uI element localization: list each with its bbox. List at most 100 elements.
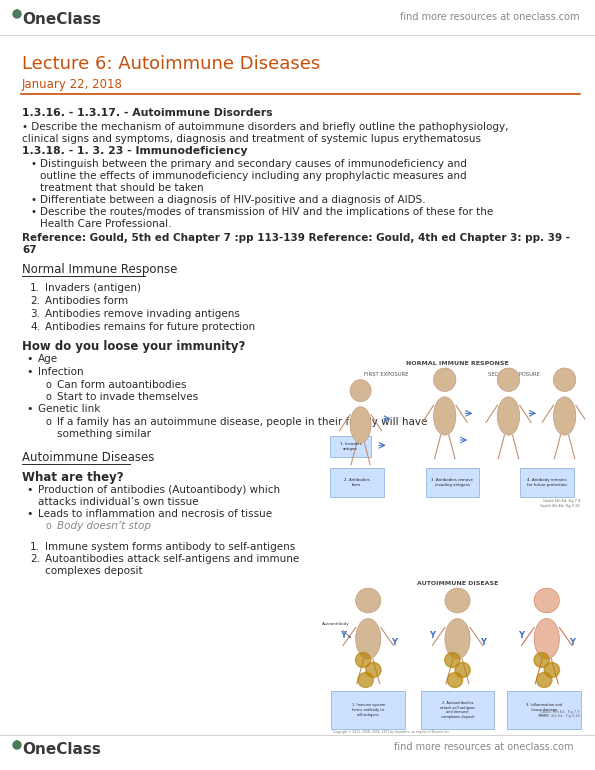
- Text: 2. Autoantibodies
attack self-antigens
and immune
complexes deposit: 2. Autoantibodies attack self-antigens a…: [440, 701, 475, 719]
- Text: Y: Y: [391, 638, 397, 647]
- Text: Normal Immune Response: Normal Immune Response: [22, 263, 177, 276]
- Text: 2.: 2.: [30, 296, 40, 306]
- Circle shape: [497, 368, 519, 391]
- Text: Y: Y: [429, 631, 435, 640]
- Text: •: •: [26, 485, 33, 495]
- Circle shape: [534, 652, 549, 668]
- Circle shape: [455, 662, 470, 678]
- Text: Antibodies remains for future protection: Antibodies remains for future protection: [45, 322, 255, 332]
- Ellipse shape: [356, 618, 381, 659]
- Text: FIRST EXPOSURE: FIRST EXPOSURE: [364, 372, 408, 377]
- Text: Autoantibodies attack self-antigens and immune: Autoantibodies attack self-antigens and …: [45, 554, 299, 564]
- Text: 3.: 3.: [30, 309, 40, 319]
- Circle shape: [13, 10, 21, 18]
- Text: 1. Invaders
antigen: 1. Invaders antigen: [340, 443, 361, 451]
- Text: Lecture 6: Autoimmune Diseases: Lecture 6: Autoimmune Diseases: [22, 55, 320, 73]
- Text: Gould, 5th Ed., Fig 7.9
Gould, 4th Ed., Fig.3.18: Gould, 5th Ed., Fig 7.9 Gould, 4th Ed., …: [538, 710, 580, 718]
- Text: Start to invade themselves: Start to invade themselves: [57, 392, 198, 402]
- Ellipse shape: [534, 618, 559, 659]
- Text: find more resources at oneclass.com: find more resources at oneclass.com: [393, 742, 573, 752]
- Text: Genetic link: Genetic link: [38, 404, 101, 414]
- Text: find more resources at oneclass.com: find more resources at oneclass.com: [400, 12, 580, 22]
- Text: 1.3.18. - 1. 3. 23 - Immunodeficiency: 1.3.18. - 1. 3. 23 - Immunodeficiency: [22, 146, 248, 156]
- Circle shape: [356, 588, 381, 613]
- Text: outline the effects of immunodeficiency including any prophylactic measures and: outline the effects of immunodeficiency …: [40, 171, 466, 181]
- Text: treatment that should be taken: treatment that should be taken: [40, 183, 203, 193]
- Text: Infection: Infection: [38, 367, 84, 377]
- Text: o: o: [45, 392, 51, 402]
- Circle shape: [434, 368, 456, 391]
- Text: 67: 67: [22, 245, 37, 255]
- Text: Antibodies form: Antibodies form: [45, 296, 128, 306]
- Text: something similar: something similar: [57, 429, 151, 439]
- Text: Distinguish between the primary and secondary causes of immunodeficiency and: Distinguish between the primary and seco…: [40, 159, 467, 169]
- Circle shape: [534, 588, 559, 613]
- Text: OneClass: OneClass: [22, 742, 101, 757]
- Ellipse shape: [434, 397, 456, 435]
- Circle shape: [553, 368, 576, 391]
- Text: Gould 5th Ed, Fig 7.9
Gould 4th Ed, Fig 3.19: Gould 5th Ed, Fig 7.9 Gould 4th Ed, Fig …: [540, 499, 580, 507]
- Circle shape: [544, 662, 559, 678]
- Text: Body doesn’t stop: Body doesn’t stop: [57, 521, 151, 531]
- Circle shape: [447, 672, 462, 688]
- Circle shape: [355, 652, 371, 668]
- FancyBboxPatch shape: [330, 436, 371, 457]
- Text: How do you loose your immunity?: How do you loose your immunity?: [22, 340, 245, 353]
- FancyBboxPatch shape: [507, 691, 581, 728]
- Text: 1.3.16. - 1.3.17. - Autoimmune Disorders: 1.3.16. - 1.3.17. - Autoimmune Disorders: [22, 108, 273, 118]
- Text: Y: Y: [569, 638, 575, 647]
- Ellipse shape: [553, 397, 576, 435]
- Ellipse shape: [497, 397, 519, 435]
- Text: •: •: [26, 509, 33, 519]
- Text: January 22, 2018: January 22, 2018: [22, 78, 123, 91]
- Text: Antibodies remove invading antigens: Antibodies remove invading antigens: [45, 309, 240, 319]
- Ellipse shape: [350, 407, 371, 443]
- FancyBboxPatch shape: [520, 468, 574, 497]
- Text: •: •: [26, 404, 33, 414]
- Text: NORMAL IMMUNE RESPONSE: NORMAL IMMUNE RESPONSE: [406, 361, 509, 367]
- Text: o: o: [45, 521, 51, 531]
- Text: Invaders (antigen): Invaders (antigen): [45, 283, 141, 293]
- Text: •: •: [30, 207, 36, 217]
- Text: Autoimmune Diseases: Autoimmune Diseases: [22, 451, 154, 464]
- Text: Can form autoantibodies: Can form autoantibodies: [57, 380, 186, 390]
- Text: attacks individual’s own tissue: attacks individual’s own tissue: [38, 497, 199, 507]
- Text: Age: Age: [38, 354, 58, 364]
- Circle shape: [350, 380, 371, 402]
- Text: 1.: 1.: [30, 283, 40, 293]
- Text: Production of antibodies (Autoantibody) which: Production of antibodies (Autoantibody) …: [38, 485, 280, 495]
- Ellipse shape: [445, 618, 470, 659]
- Text: 4.: 4.: [30, 322, 40, 332]
- Text: 3. Antibodies remove
invading antigens: 3. Antibodies remove invading antigens: [431, 478, 474, 487]
- Text: Health Care Professional.: Health Care Professional.: [40, 219, 171, 229]
- Text: Differentiate between a diagnosis of HIV-positive and a diagnosis of AIDS.: Differentiate between a diagnosis of HIV…: [40, 195, 425, 205]
- Text: •: •: [26, 367, 33, 377]
- Circle shape: [366, 662, 381, 678]
- Text: Copyright © 2011, 2008, 2004, 1997 by Saunders, an imprint of Elsevier Inc.: Copyright © 2011, 2008, 2004, 1997 by Sa…: [333, 729, 450, 734]
- Text: •: •: [26, 354, 33, 364]
- Text: OneClass: OneClass: [22, 12, 101, 27]
- Text: Immune system forms antibody to self-antigens: Immune system forms antibody to self-ant…: [45, 542, 295, 552]
- FancyBboxPatch shape: [330, 468, 384, 497]
- FancyBboxPatch shape: [331, 691, 405, 728]
- Circle shape: [444, 652, 460, 668]
- Text: SECOND EXPOSURE: SECOND EXPOSURE: [488, 372, 540, 377]
- Text: 1. Immune system
forms antibody to
self-antigens: 1. Immune system forms antibody to self-…: [352, 704, 385, 717]
- Text: Y: Y: [518, 631, 524, 640]
- Text: 2.: 2.: [30, 554, 40, 564]
- FancyBboxPatch shape: [425, 468, 479, 497]
- Text: o: o: [45, 417, 51, 427]
- Text: Leads to inflammation and necrosis of tissue: Leads to inflammation and necrosis of ti…: [38, 509, 272, 519]
- Text: If a family has an autoimmune disease, people in their family will have: If a family has an autoimmune disease, p…: [57, 417, 427, 427]
- Text: Y: Y: [340, 631, 346, 640]
- Text: •: •: [30, 159, 36, 169]
- Circle shape: [358, 672, 373, 688]
- Text: 2. Antibodies
form: 2. Antibodies form: [344, 478, 369, 487]
- Text: 3. Inflammation and
tissue damage
occur: 3. Inflammation and tissue damage occur: [526, 704, 562, 717]
- Text: Autoantibody: Autoantibody: [322, 622, 350, 638]
- Text: •: •: [30, 195, 36, 205]
- Text: Describe the routes/modes of transmission of HIV and the implications of these f: Describe the routes/modes of transmissio…: [40, 207, 493, 217]
- Text: What are they?: What are they?: [22, 471, 124, 484]
- Text: o: o: [45, 380, 51, 390]
- Circle shape: [537, 672, 552, 688]
